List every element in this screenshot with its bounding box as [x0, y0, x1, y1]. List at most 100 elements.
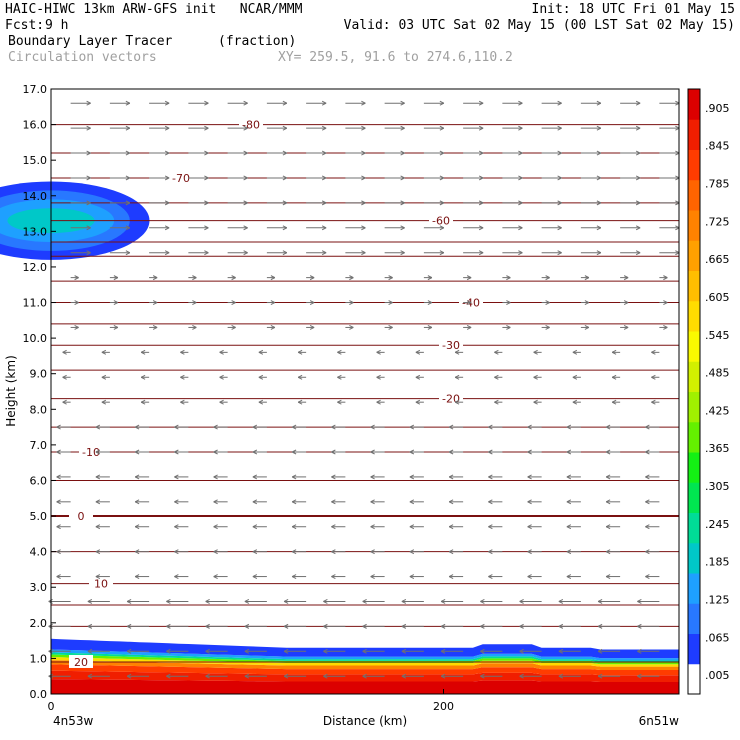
colorbar-segment: [688, 89, 700, 120]
vector-head: [637, 673, 642, 679]
vector-head: [645, 524, 650, 530]
vector-head: [243, 150, 248, 156]
vector-head: [204, 150, 209, 156]
vector-head: [244, 623, 250, 629]
vector-head: [370, 499, 375, 505]
colorbar-segment: [688, 240, 700, 271]
y-tick-label: 5.0: [30, 510, 48, 523]
vector-head: [439, 100, 445, 106]
vector-head: [291, 499, 297, 505]
vector-head: [415, 399, 421, 405]
vector-head: [180, 399, 185, 405]
vector-head: [95, 524, 101, 530]
x-end-label: 6n51w: [639, 714, 680, 728]
vector-head: [164, 150, 170, 156]
vector-head: [370, 449, 375, 455]
vector-head: [494, 374, 499, 380]
x-tick-label: 0: [48, 700, 55, 713]
vector-head: [270, 300, 276, 305]
vector-head: [448, 449, 454, 455]
vector-head: [439, 150, 445, 156]
vector-head: [566, 574, 572, 580]
vector-head: [362, 599, 367, 604]
vector-head: [645, 449, 650, 455]
y-axis-label: Height (km): [4, 355, 18, 426]
vector-head: [361, 250, 366, 256]
vector-head: [86, 100, 91, 106]
vector-head: [440, 623, 446, 629]
y-tick-label: 10.0: [23, 332, 48, 345]
isotherm-label: 20: [74, 656, 88, 669]
vector-head: [252, 549, 258, 555]
colorbar-segment: [688, 452, 700, 483]
x-start-label: 4n53w: [53, 714, 94, 728]
vector-head: [331, 449, 336, 455]
vector-head: [518, 225, 523, 231]
vector-head: [349, 300, 354, 305]
vector-head: [204, 250, 209, 256]
colorbar-label: .425: [705, 404, 730, 417]
isotherm-label-bg: [89, 576, 113, 590]
colorbar-segment: [688, 210, 700, 241]
vector-head: [597, 648, 603, 654]
vector-head: [584, 300, 590, 305]
vector-head: [164, 200, 170, 206]
vector-head: [488, 574, 493, 580]
vector-head: [557, 225, 562, 231]
vector-head: [321, 100, 327, 106]
vector-head: [558, 623, 564, 629]
vector-head: [400, 225, 405, 231]
colorbar-segment: [688, 482, 700, 513]
vector-head: [56, 499, 61, 505]
y-tick-label: 6.0: [30, 474, 48, 487]
vector-head: [297, 374, 303, 380]
vector-head: [597, 599, 603, 604]
vector-head: [566, 549, 572, 555]
isotherm-label: -60: [432, 215, 450, 228]
vector-head: [518, 125, 523, 131]
vector-head: [663, 324, 668, 330]
vector-head: [488, 474, 493, 480]
vector-head: [533, 399, 538, 405]
vector-head: [651, 399, 656, 405]
vector-head: [596, 225, 602, 231]
vector-head: [466, 275, 472, 281]
vector-head: [388, 324, 393, 330]
vector-head: [623, 275, 629, 281]
colorbar-segment: [688, 179, 700, 211]
vector-head: [152, 275, 158, 281]
vector-head: [231, 300, 236, 305]
vector-head: [113, 275, 119, 281]
vector-head: [572, 349, 578, 355]
vector-head: [478, 225, 484, 231]
colorbar: .005 .065 .125 .185 .245 .305 .365 .425 .485 .545…: [687, 88, 730, 695]
vector-head: [166, 648, 171, 654]
vector-head: [331, 474, 336, 480]
vector-head: [125, 200, 131, 206]
vector-head: [637, 648, 642, 654]
vector-head: [283, 673, 289, 679]
isotherm-label: -30: [442, 339, 460, 352]
vector-head: [376, 374, 381, 380]
field-units: (fraction): [218, 34, 297, 49]
vector-head: [427, 300, 433, 305]
vector-head: [557, 150, 562, 156]
vector-head: [86, 200, 91, 206]
vector-head: [297, 349, 303, 355]
vector-head: [213, 424, 218, 430]
vector-head: [174, 574, 179, 580]
vector-head: [291, 449, 297, 455]
vector-head: [164, 100, 170, 106]
vector-head: [533, 349, 538, 355]
vector-head: [134, 474, 140, 480]
vector-head: [519, 673, 524, 679]
vector-head: [623, 300, 629, 305]
vector-head: [545, 300, 550, 305]
vector-head: [572, 374, 578, 380]
vector-head: [113, 300, 119, 305]
vector-head: [134, 499, 140, 505]
vector-head: [651, 349, 656, 355]
vector-head: [448, 574, 454, 580]
vector-head: [409, 424, 415, 430]
vector-head: [204, 100, 209, 106]
